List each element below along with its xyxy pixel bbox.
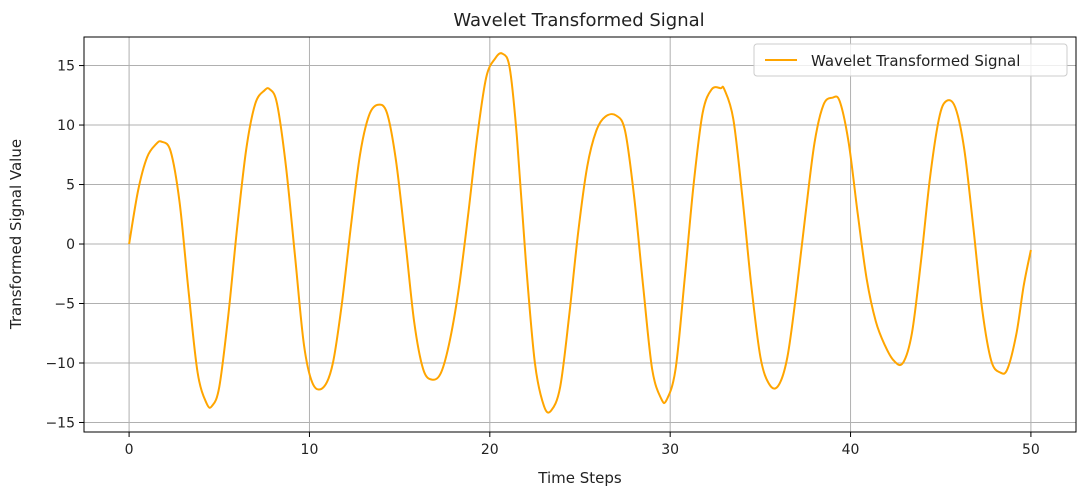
y-tick-label: 15 <box>57 59 75 75</box>
x-axis-label: Time Steps <box>537 469 622 487</box>
plot-area-frame <box>83 36 1077 433</box>
y-tick-label: 10 <box>57 118 75 134</box>
x-tick-label: 10 <box>301 442 319 458</box>
x-tick-label: 40 <box>842 442 860 458</box>
y-tick-label: 5 <box>66 178 75 194</box>
legend: Wavelet Transformed Signal <box>753 43 1068 77</box>
y-axis-label: Transformed Signal Value <box>7 139 25 330</box>
x-tick-label: 20 <box>481 442 499 458</box>
chart-title: Wavelet Transformed Signal <box>453 10 704 31</box>
x-tick-label: 50 <box>1022 442 1040 458</box>
legend-box <box>753 43 1068 77</box>
legend-label: Wavelet Transformed Signal <box>811 52 1020 70</box>
series-line <box>128 52 1032 414</box>
y-axis-ticks: −15 −10 −5 0 5 10 15 <box>45 59 84 431</box>
y-tick-label: 0 <box>66 237 75 253</box>
y-tick-label: −15 <box>45 415 75 431</box>
x-tick-label: 0 <box>125 442 134 458</box>
x-tick-label: 30 <box>661 442 679 458</box>
grid-lines <box>84 37 1076 432</box>
x-axis-ticks: 0 10 20 30 40 50 <box>125 432 1040 458</box>
y-tick-label: −5 <box>54 297 75 313</box>
y-tick-label: −10 <box>45 356 75 372</box>
